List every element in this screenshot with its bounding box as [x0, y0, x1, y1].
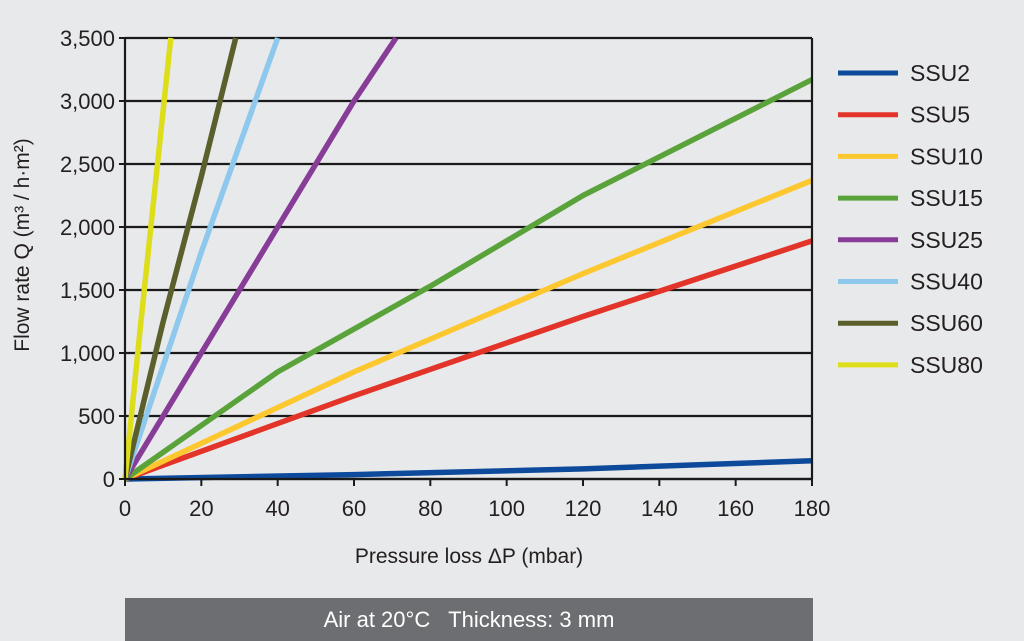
legend-label: SSU25	[910, 227, 983, 253]
y-tick-label: 500	[78, 404, 115, 429]
legend-label: SSU15	[910, 185, 983, 211]
legend-label: SSU5	[910, 102, 970, 128]
y-tick-label: 1,000	[60, 341, 115, 366]
x-tick-label: 60	[342, 496, 366, 521]
legend-item-ssu80: SSU80	[838, 352, 983, 378]
legend-item-ssu25: SSU25	[838, 227, 983, 253]
x-tick-label: 120	[565, 496, 602, 521]
series-line-ssu10	[123, 177, 814, 482]
footer-caption-bar: Air at 20°C Thickness: 3 mm	[125, 598, 813, 641]
series-line-ssu40	[122, 37, 281, 480]
legend-item-ssu15: SSU15	[838, 185, 983, 211]
series-line-ssu5	[124, 238, 813, 482]
x-axis-title: Pressure loss ΔP (mbar)	[355, 545, 583, 568]
legend-item-ssu40: SSU40	[838, 269, 983, 295]
series-lines	[122, 36, 814, 482]
x-tick-label: 20	[189, 496, 213, 521]
legend-item-ssu60: SSU60	[838, 310, 983, 336]
legend-item-ssu2: SSU2	[838, 60, 970, 86]
x-tick-label: 80	[418, 496, 442, 521]
x-tick-label: 100	[488, 496, 525, 521]
legend-label: SSU60	[910, 310, 983, 336]
series-line-ssu80	[122, 37, 174, 480]
chart: 0 500 1,000 1,500 2,000 2,500 3,000 3,500 0 20 40…	[11, 26, 983, 568]
y-tick-labels: 0 500 1,000 1,500 2,000 2,500 3,000 3,500	[60, 26, 115, 492]
y-tick-label: 3,000	[60, 89, 115, 114]
y-tick-label: 1,500	[60, 278, 115, 303]
series-line-ssu25	[122, 36, 399, 481]
series-line-ssu2	[124, 457, 813, 482]
y-tick-label: 2,000	[60, 215, 115, 240]
legend-label: SSU80	[910, 352, 983, 378]
y-tick-label: 2,500	[60, 152, 115, 177]
x-tick-label: 160	[717, 496, 754, 521]
legend: SSU2 SSU5 SSU10 SSU15 SSU25 SSU40 SSU60 SSU80	[838, 60, 983, 378]
x-tick-label: 180	[794, 496, 831, 521]
legend-item-ssu10: SSU10	[838, 143, 983, 169]
legend-label: SSU10	[910, 143, 983, 169]
series-line-ssu60	[122, 37, 239, 480]
legend-label: SSU40	[910, 269, 983, 295]
y-tick-label: 3,500	[60, 26, 115, 51]
x-tick-labels: 0 20 40 60 80 100 120 140 160 180	[119, 496, 830, 521]
series-line-ssu15	[123, 77, 814, 482]
y-tick-label: 0	[103, 467, 115, 492]
y-axis-title: Flow rate Q (m³ / h·m²)	[11, 138, 34, 352]
legend-label: SSU2	[910, 60, 970, 86]
footer-caption-text: Air at 20°C Thickness: 3 mm	[323, 606, 615, 632]
legend-item-ssu5: SSU5	[838, 102, 970, 128]
x-tick-label: 140	[641, 496, 678, 521]
x-tick-label: 0	[119, 496, 131, 521]
axes	[119, 37, 814, 486]
grid-lines	[125, 36, 812, 481]
x-tick-label: 40	[265, 496, 289, 521]
